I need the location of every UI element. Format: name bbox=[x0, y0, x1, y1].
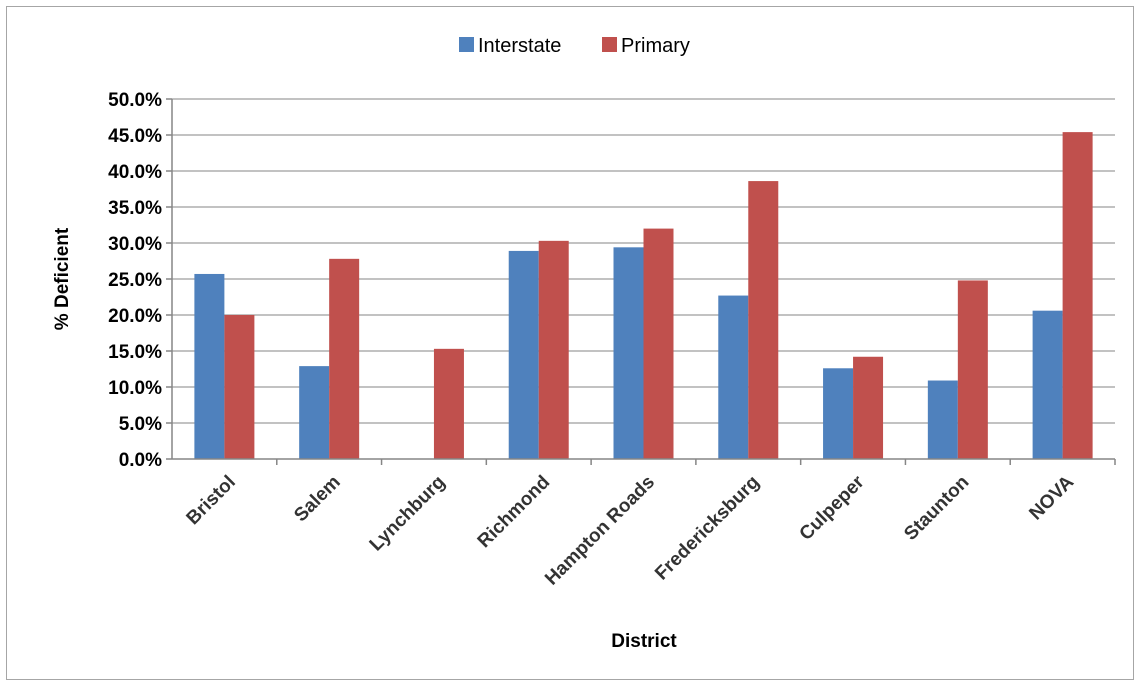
bars bbox=[194, 132, 1093, 459]
legend-swatch-interstate bbox=[459, 37, 474, 52]
x-tick-label: Staunton bbox=[900, 472, 973, 545]
y-tick-label: 15.0% bbox=[108, 342, 162, 363]
bar-primary-fredericksburg bbox=[748, 181, 779, 459]
x-tick-label: Bristol bbox=[183, 472, 240, 529]
bar-primary-nova bbox=[1062, 132, 1093, 459]
bar-interstate-culpeper bbox=[823, 368, 854, 459]
x-tick-label: Hampton Roads bbox=[541, 472, 659, 590]
y-tick-label: 50.0% bbox=[108, 90, 162, 111]
bar-primary-culpeper bbox=[853, 356, 884, 459]
bar-interstate-richmond bbox=[508, 250, 539, 459]
x-tick-label: Lynchburg bbox=[366, 472, 450, 556]
x-tick-label: Culpeper bbox=[796, 471, 870, 545]
bar-primary-lynchburg bbox=[433, 348, 464, 459]
x-tick-label: Salem bbox=[290, 472, 344, 526]
x-tick-label: Richmond bbox=[474, 472, 555, 553]
x-axis-title: District bbox=[611, 631, 677, 652]
bar-primary-hampton-roads bbox=[643, 228, 674, 459]
legend-label-interstate: Interstate bbox=[478, 35, 561, 57]
bar-interstate-bristol bbox=[194, 273, 225, 459]
bar-interstate-fredericksburg bbox=[718, 295, 749, 459]
y-tick-label: 40.0% bbox=[108, 162, 162, 183]
y-axis-title: % Deficient bbox=[52, 227, 73, 330]
y-tick-label: 0.0% bbox=[119, 450, 162, 471]
y-tick-label: 25.0% bbox=[108, 270, 162, 291]
legend-label-primary: Primary bbox=[621, 35, 690, 57]
bar-interstate-nova bbox=[1032, 310, 1063, 459]
legend-swatch-primary bbox=[602, 37, 617, 52]
bar-interstate-hampton-roads bbox=[613, 247, 644, 459]
y-tick-label: 5.0% bbox=[119, 414, 162, 435]
bar-interstate-staunton bbox=[927, 380, 958, 459]
y-tick-label: 35.0% bbox=[108, 198, 162, 219]
x-tick-label: NOVA bbox=[1025, 471, 1078, 524]
y-tick-labels: 0.0% 5.0% 10.0% 15.0% 20.0% 25.0% 30.0% 35.0% 40… bbox=[108, 90, 172, 471]
y-tick-label: 10.0% bbox=[108, 378, 162, 399]
chart-frame bbox=[6, 6, 1134, 680]
legend: Interstate Primary bbox=[459, 35, 690, 57]
bar-primary-staunton bbox=[957, 280, 988, 459]
y-tick-label: 45.0% bbox=[108, 126, 162, 147]
bar-primary-bristol bbox=[224, 315, 255, 459]
bar-interstate-salem bbox=[299, 366, 330, 459]
y-tick-label: 30.0% bbox=[108, 234, 162, 255]
bar-primary-salem bbox=[329, 258, 360, 459]
x-tick-label: Fredericksburg bbox=[651, 472, 764, 585]
bar-primary-richmond bbox=[538, 240, 569, 459]
y-tick-label: 20.0% bbox=[108, 306, 162, 327]
